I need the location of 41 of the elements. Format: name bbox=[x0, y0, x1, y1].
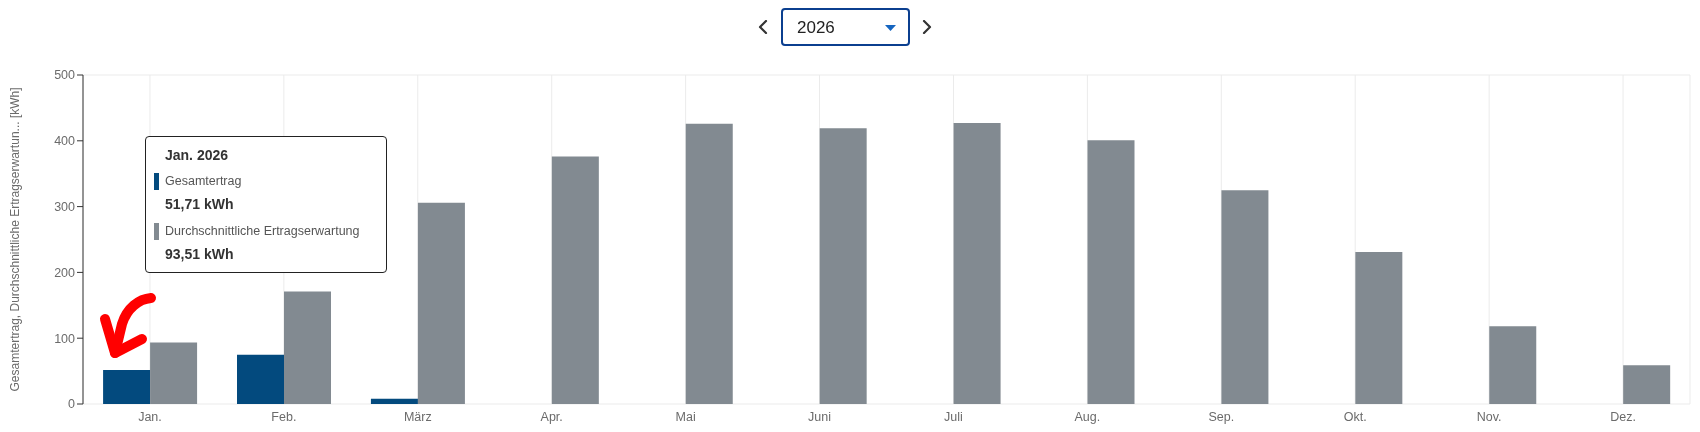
annotation: 51,71 kWh bbox=[165, 195, 235, 214]
x-tick-label: Feb. bbox=[271, 409, 297, 424]
bar bbox=[103, 369, 151, 404]
x-tick-label: März bbox=[403, 409, 432, 424]
bar bbox=[417, 202, 465, 404]
x-tick-label: Apr. bbox=[540, 409, 563, 424]
bar bbox=[953, 123, 1001, 404]
x-tick-label: Jan. bbox=[138, 409, 162, 424]
y-tick-label: 200 bbox=[54, 265, 76, 280]
bar bbox=[1623, 365, 1671, 404]
y-tick-label: 100 bbox=[54, 331, 76, 346]
bar bbox=[819, 128, 867, 404]
bar bbox=[237, 354, 284, 404]
bar bbox=[1087, 140, 1135, 404]
x-tick-label: Juli bbox=[944, 409, 963, 424]
bar bbox=[150, 342, 198, 404]
bar bbox=[1221, 190, 1269, 404]
bar bbox=[551, 156, 599, 404]
bar bbox=[1489, 326, 1537, 404]
x-tick-label: Aug. bbox=[1074, 409, 1101, 424]
x-tick-label: Nov. bbox=[1476, 409, 1502, 424]
y-tick-label: 500 bbox=[54, 68, 76, 83]
y-tick-label: 300 bbox=[54, 200, 76, 215]
y-tick-label: 400 bbox=[54, 134, 76, 149]
annotation: Jan. 2026 bbox=[165, 146, 230, 164]
x-tick-label: Sep. bbox=[1208, 409, 1235, 424]
x-tick-label: Dez. bbox=[1610, 409, 1636, 424]
x-tick-label: Juni bbox=[808, 409, 832, 424]
chart-title: 2026 bbox=[797, 18, 835, 38]
annotation: 93,51 kWh bbox=[165, 245, 235, 264]
bar bbox=[685, 123, 733, 404]
bar bbox=[284, 291, 331, 404]
bar bbox=[1355, 252, 1403, 404]
bar bbox=[370, 398, 418, 404]
x-tick-label: Okt. bbox=[1343, 409, 1367, 424]
y-axis-title: Gesamtertrag, Durchschnittliche Ertragserwartun... [kWh] bbox=[8, 87, 22, 392]
legend-label: Durchschnittliche Ertragserwartung bbox=[165, 223, 360, 240]
y-tick-label: 0 bbox=[68, 397, 76, 412]
x-tick-label: Mai bbox=[675, 409, 696, 424]
legend-label: Gesamtertrag bbox=[165, 173, 242, 190]
dropdown: 2026 bbox=[781, 8, 910, 46]
